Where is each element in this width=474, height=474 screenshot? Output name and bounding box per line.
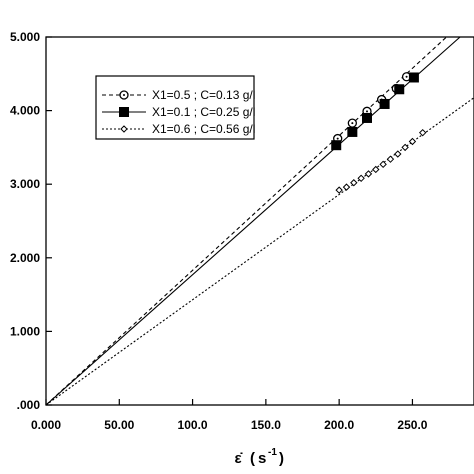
x-axis-label-close-paren: ) — [279, 450, 284, 467]
series-2-point-2 — [350, 179, 358, 187]
series-2-point-5 — [372, 165, 380, 174]
x-tick-label-0: 0.000 — [31, 418, 61, 432]
x-tick-label-4: 200.0 — [324, 418, 354, 432]
series-1-point-5 — [408, 72, 419, 83]
series-2-point-8 — [394, 150, 402, 158]
legend-marker-0-dot — [123, 94, 125, 96]
series-2-point-9 — [401, 143, 409, 152]
plot-frame — [45, 36, 474, 406]
x-axis-label-exponent: -1 — [268, 447, 277, 458]
x-tick-label-3: 150.0 — [251, 418, 281, 432]
x-tick-label-1: 50.00 — [104, 418, 134, 432]
axis-ticks: 0.00050.00100.0150.0200.0250.030.0001.00… — [10, 30, 428, 432]
x-tick-label-5: 250.0 — [397, 418, 427, 432]
series-0-point-2-dot — [366, 110, 368, 113]
x-axis-label: ε̇ ( s -1 ) — [234, 447, 284, 467]
legend-marker-0 — [119, 90, 129, 100]
series-2-point-0 — [335, 186, 343, 194]
series-1-point-4 — [394, 84, 405, 95]
legend-label-2: X1=0.6 ; C=0.56 g/l — [152, 122, 255, 136]
y-tick-label-3: 3.000 — [10, 177, 40, 191]
series-1-point-3 — [379, 98, 390, 109]
legend-marker-2 — [120, 125, 128, 133]
legend: X1=0.5 ; C=0.13 g/l X1=0.1 ; C=0.25 g/l X1… — [95, 75, 255, 140]
series-2-point-6 — [379, 160, 387, 169]
fit-line-1 — [45, 36, 461, 406]
legend-label-1: X1=0.1 ; C=0.25 g/l — [152, 105, 255, 119]
series-2-point-11 — [418, 128, 427, 137]
y-tick-label-0: .000 — [17, 398, 41, 412]
series-1-point-1 — [347, 126, 358, 137]
series-0-point-5-dot — [405, 75, 408, 78]
y-tick-label-4: 4.000 — [10, 104, 40, 118]
series-1-point-2 — [362, 112, 372, 123]
y-tick-label-5: 5.000 — [10, 30, 40, 44]
series-0-point-1 — [347, 118, 357, 128]
legend-marker-1 — [119, 107, 129, 117]
data-markers — [331, 72, 427, 194]
series-2-point-4 — [364, 170, 373, 178]
series-2-point-1 — [342, 183, 351, 191]
series-0-point-0-dot — [336, 137, 339, 140]
fit-line-2 — [45, 97, 474, 406]
series-2-point-10 — [408, 137, 417, 146]
y-tick-label-2: 2.000 — [10, 251, 40, 265]
x-axis-label-symbol: ε̇ — [234, 450, 243, 467]
fit-lines — [45, 36, 474, 406]
series-2-point-7 — [386, 155, 395, 163]
series-0-point-1-dot — [351, 122, 354, 125]
series-1-point-0 — [331, 140, 342, 151]
x-axis-label-open-paren: ( — [250, 450, 255, 467]
y-tick-label-1: 1.000 — [10, 324, 40, 338]
legend-label-0: X1=0.5 ; C=0.13 g/l — [152, 88, 255, 102]
series-2-point-3 — [357, 174, 365, 183]
x-axis-label-unit: s — [258, 450, 266, 467]
x-tick-label-2: 100.0 — [178, 418, 208, 432]
